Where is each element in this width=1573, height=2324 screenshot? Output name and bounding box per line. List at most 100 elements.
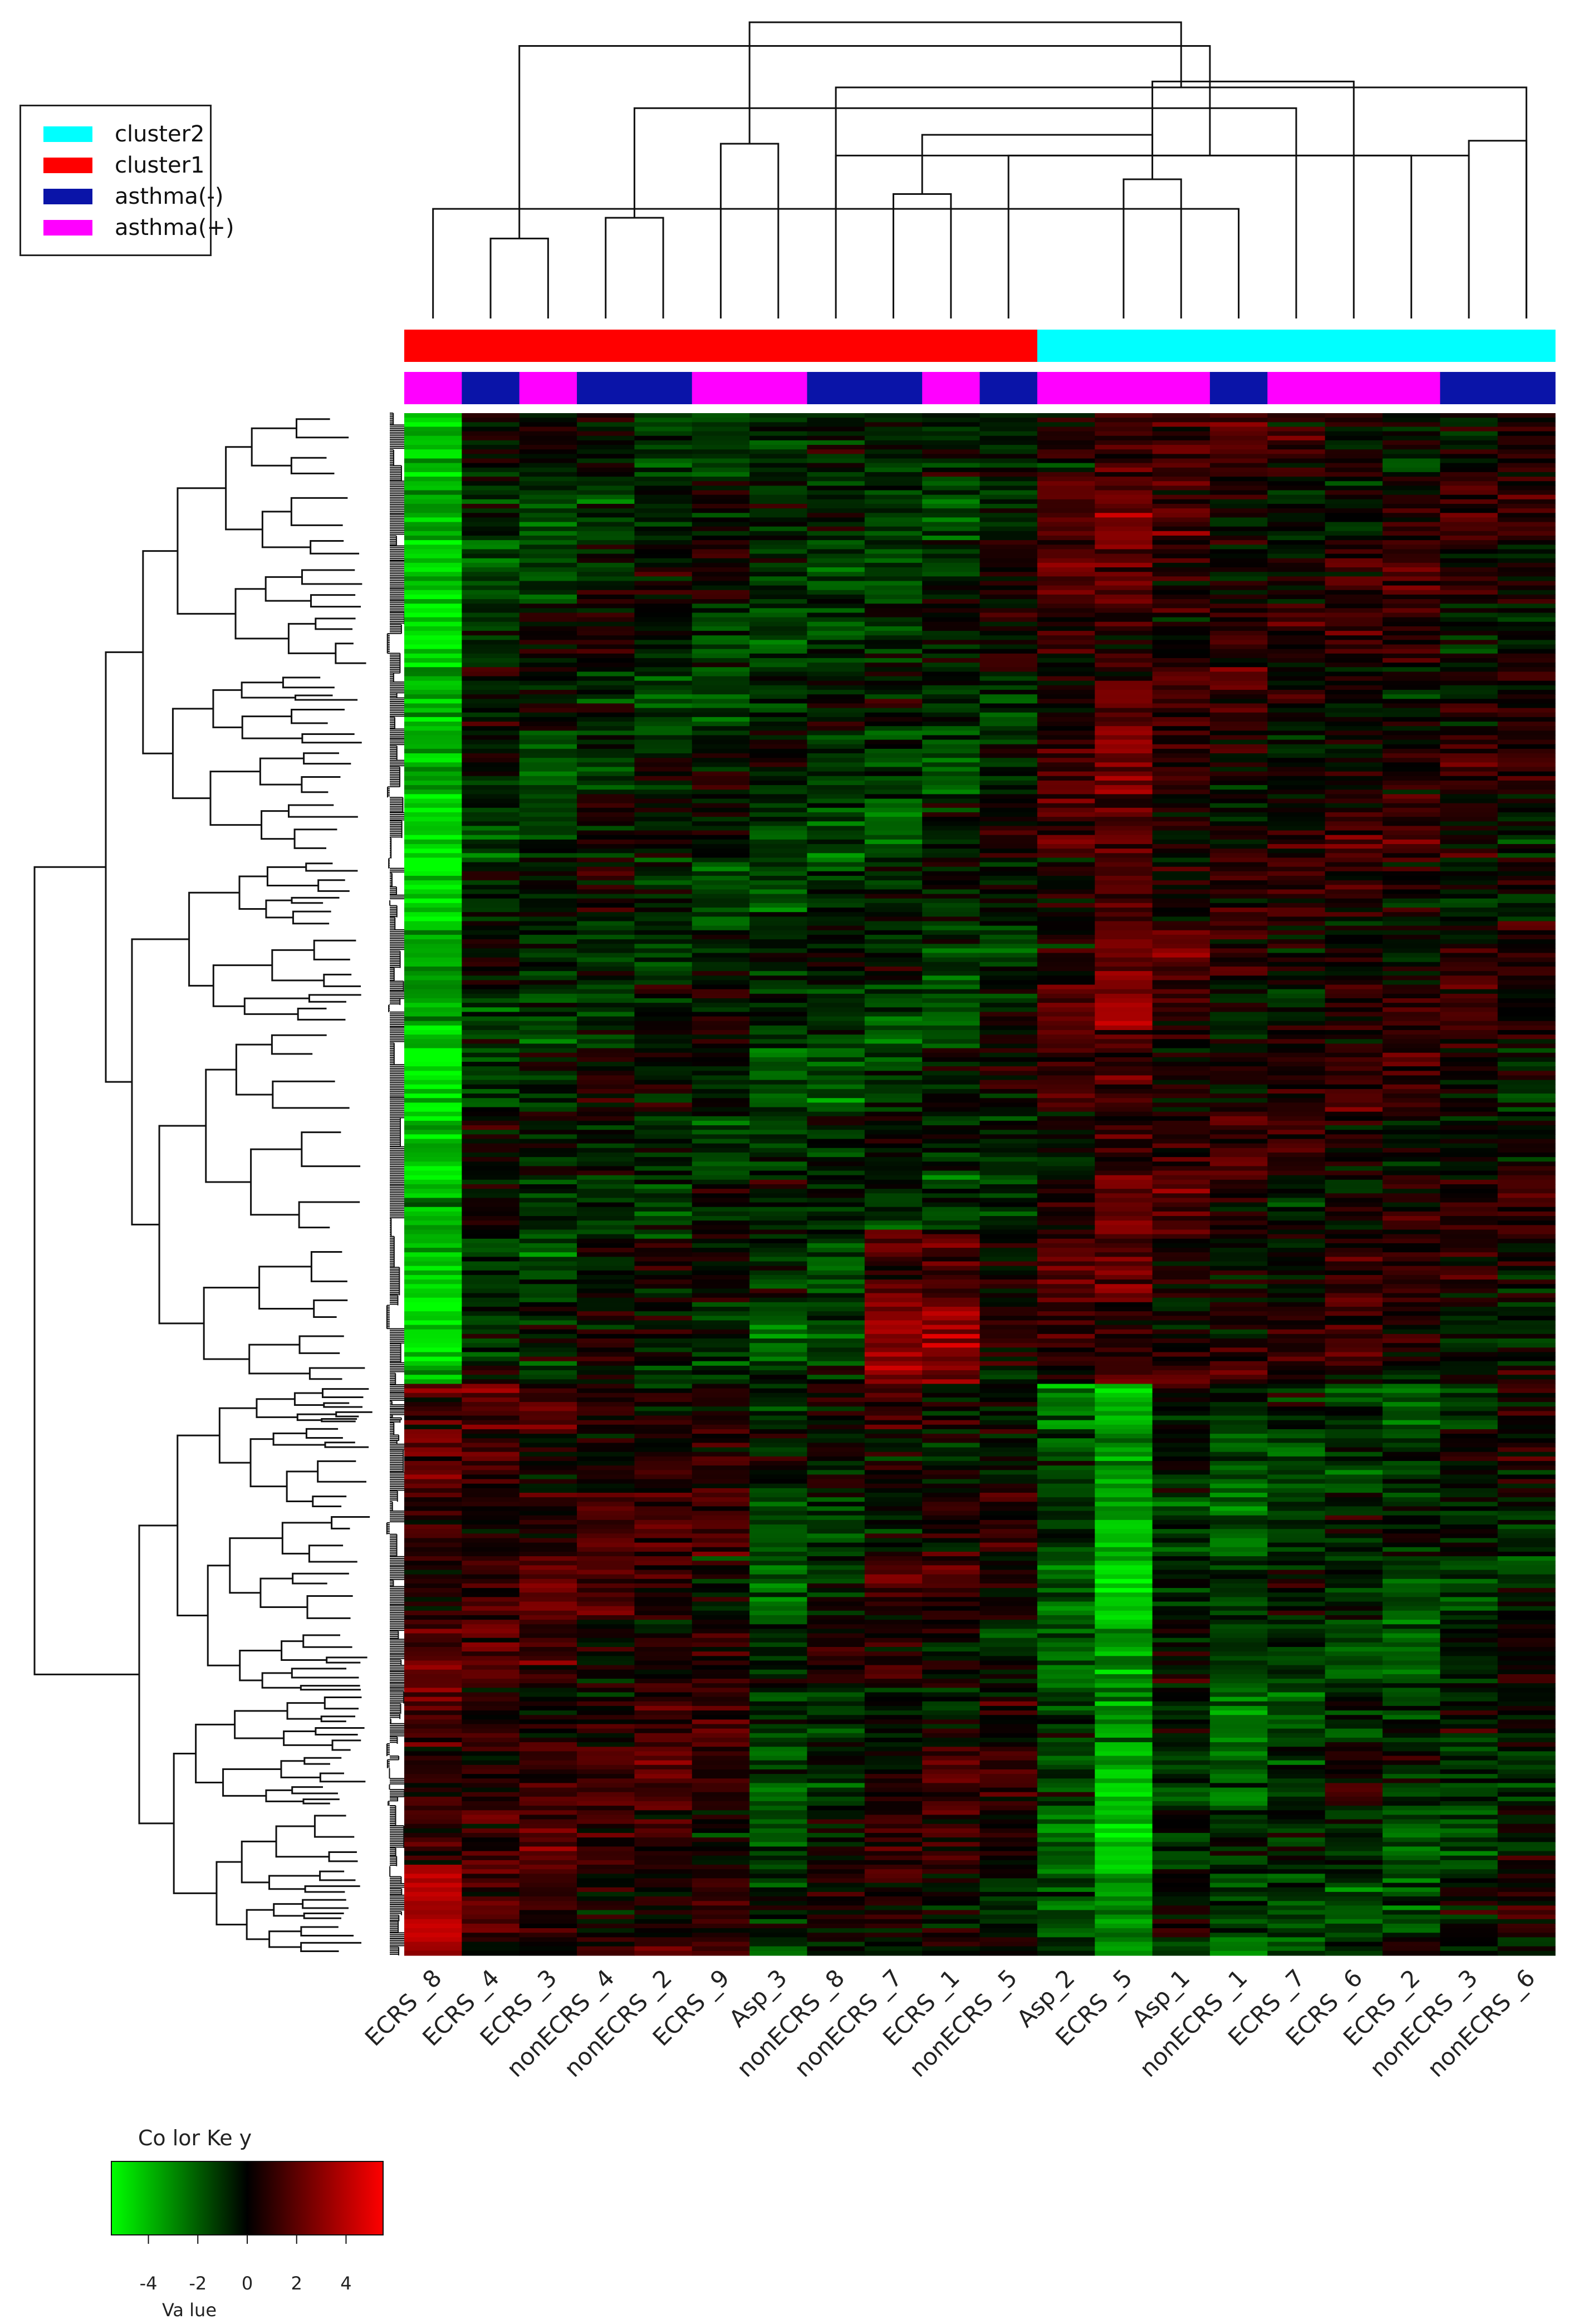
heatmap-cell <box>1440 640 1498 645</box>
heatmap-cell <box>1267 685 1326 690</box>
heatmap-cell <box>1152 540 1211 545</box>
heatmap-cell <box>922 1080 981 1085</box>
heatmap-cell <box>807 689 865 695</box>
asthma-cell <box>749 372 808 404</box>
heatmap-cell <box>634 1021 693 1026</box>
heatmap-cell <box>404 599 462 604</box>
heatmap-cell <box>519 1152 577 1158</box>
heatmap-cell <box>634 794 693 800</box>
heatmap-cell <box>1440 1130 1498 1135</box>
heatmap-cell <box>807 490 865 496</box>
heatmap-cell <box>519 753 577 758</box>
heatmap-cell <box>864 522 923 527</box>
heatmap-cell <box>404 966 462 972</box>
heatmap-cell <box>922 1066 981 1071</box>
heatmap-cell <box>404 1016 462 1022</box>
heatmap-cell <box>1440 1238 1498 1244</box>
heatmap-cell <box>634 503 693 509</box>
heatmap-cell <box>1497 422 1556 428</box>
heatmap-cell <box>1152 1166 1211 1171</box>
heatmap-cell <box>1382 857 1440 863</box>
heatmap-cell <box>807 1043 865 1049</box>
dendrogram-branch <box>241 681 296 699</box>
heatmap-cell <box>979 1048 1038 1053</box>
heatmap-cell <box>1152 649 1211 654</box>
heatmap-cell <box>692 644 750 650</box>
heatmap-cell <box>749 545 808 550</box>
heatmap-cell <box>864 908 923 913</box>
heatmap-cell <box>979 912 1038 917</box>
heatmap-cell <box>1267 1025 1326 1031</box>
heatmap-cell <box>519 426 577 432</box>
heatmap-cell <box>1209 862 1268 867</box>
heatmap-cell <box>1209 885 1268 890</box>
heatmap-cell <box>1095 477 1153 482</box>
heatmap-cell <box>692 667 750 672</box>
heatmap-cell <box>519 599 577 604</box>
heatmap-cell <box>749 953 808 958</box>
heatmap-cell <box>1209 463 1268 468</box>
heatmap-cell <box>1037 1261 1095 1267</box>
heatmap-cell <box>634 1248 693 1253</box>
heatmap-cell <box>577 467 635 473</box>
heatmap-cell <box>1037 1075 1095 1081</box>
heatmap-cell <box>404 1034 462 1040</box>
heatmap-cell <box>1382 499 1440 504</box>
heatmap-cell <box>922 499 981 504</box>
dendrogram-branch <box>321 1388 369 1398</box>
heatmap-cell <box>1037 726 1095 731</box>
heatmap-cell <box>749 1043 808 1049</box>
heatmap-cell <box>1037 944 1095 949</box>
heatmap-cell <box>634 499 693 504</box>
heatmap-cell <box>922 1102 981 1108</box>
heatmap-cell <box>922 689 981 695</box>
heatmap-cell <box>1325 871 1383 876</box>
heatmap-cell <box>1497 1048 1556 1053</box>
cluster-cell <box>922 330 981 362</box>
heatmap-cell <box>922 454 981 459</box>
dendrogram-branch <box>234 588 289 640</box>
heatmap-cell <box>922 1057 981 1062</box>
heatmap-cell <box>1209 966 1268 972</box>
heatmap-cell <box>1209 1125 1268 1130</box>
heatmap-cell <box>1382 1080 1440 1085</box>
heatmap-cell <box>1209 1043 1268 1049</box>
heatmap-cell <box>462 1207 520 1212</box>
heatmap-cell <box>1325 513 1383 518</box>
heatmap-cell <box>1267 1084 1326 1090</box>
heatmap-cell <box>634 463 693 468</box>
heatmap-cell <box>634 798 693 804</box>
heatmap-cell <box>1325 680 1383 686</box>
heatmap-cell <box>1440 540 1498 545</box>
heatmap-cell <box>922 558 981 563</box>
heatmap-cell <box>979 1157 1038 1162</box>
heatmap-cell <box>1152 1125 1211 1130</box>
heatmap-cell <box>404 1080 462 1085</box>
heatmap-cell <box>1267 1003 1326 1008</box>
heatmap-cell <box>807 644 865 650</box>
heatmap-cell <box>979 708 1038 713</box>
heatmap-cell <box>692 676 750 681</box>
heatmap-cell <box>519 449 577 454</box>
heatmap-cell <box>692 1107 750 1112</box>
heatmap-cell <box>462 849 520 854</box>
heatmap-cell <box>404 486 462 491</box>
heatmap-cell <box>1325 594 1383 600</box>
heatmap-cell <box>634 939 693 944</box>
heatmap-cell <box>1440 458 1498 464</box>
heatmap-cell <box>1037 934 1095 940</box>
heatmap-cell <box>807 1062 865 1067</box>
heatmap-cell <box>1267 748 1326 754</box>
heatmap-cell <box>807 794 865 800</box>
heatmap-cell <box>404 944 462 949</box>
heatmap-cell <box>404 631 462 636</box>
heatmap-cell <box>1440 680 1498 686</box>
heatmap-cell <box>922 1225 981 1230</box>
heatmap-cell <box>1037 490 1095 496</box>
heatmap-cell <box>864 744 923 749</box>
heatmap-cell <box>1382 939 1440 944</box>
heatmap-cell <box>577 1198 635 1203</box>
heatmap-cell <box>404 1266 462 1271</box>
heatmap-cell <box>1325 1012 1383 1017</box>
heatmap-cell <box>1325 857 1383 863</box>
